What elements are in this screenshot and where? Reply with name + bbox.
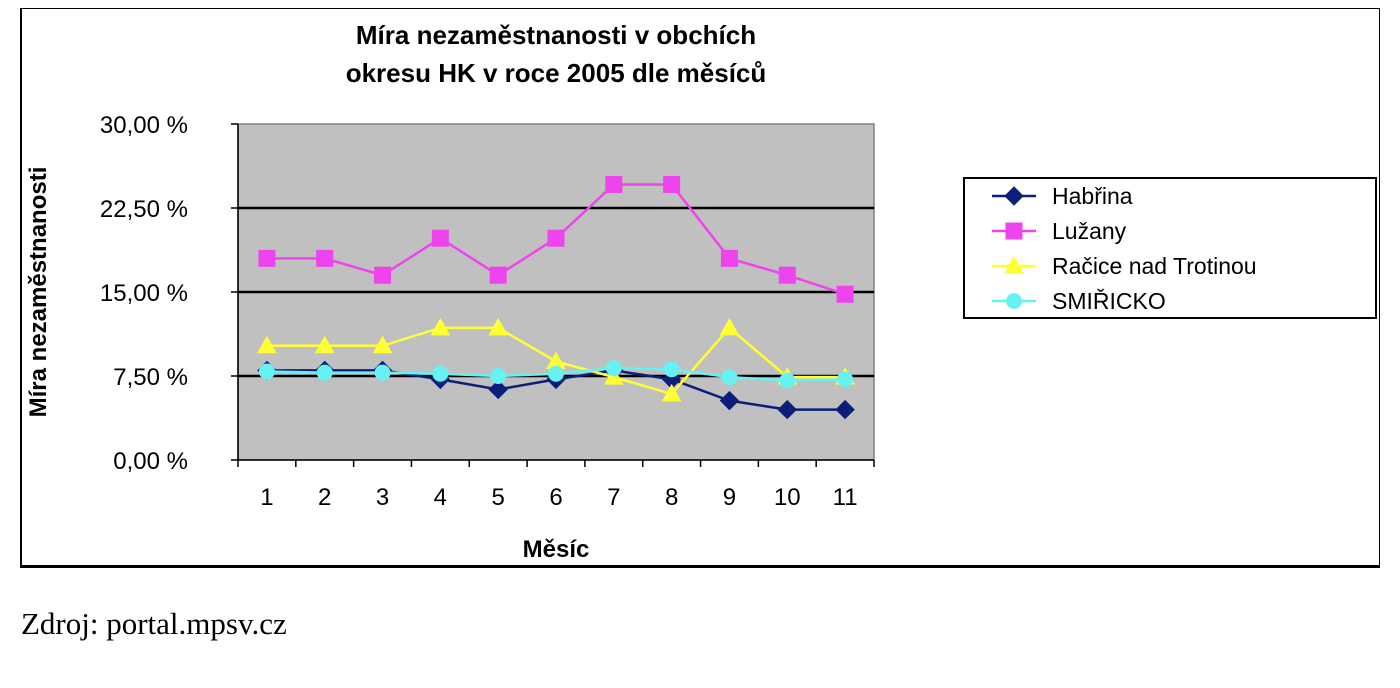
y-tick-label: 7,50 % — [113, 364, 188, 391]
x-tick-label: 1 — [260, 484, 273, 511]
y-tick-label: 30,00 % — [100, 112, 188, 139]
x-tick-label: 6 — [549, 484, 562, 511]
y-tick-labels: 0,00 % 7,50 % 15,00 % 22,50 % 30,00 % — [100, 112, 188, 475]
data-point — [374, 364, 391, 381]
chart-frame — [20, 8, 1380, 568]
data-point — [663, 175, 681, 193]
x-tick-labels: 1 2 3 4 5 6 7 8 9 10 11 — [260, 484, 857, 511]
data-point — [372, 335, 393, 354]
axes — [231, 123, 875, 467]
data-point — [258, 363, 275, 380]
data-point — [488, 317, 509, 336]
data-point — [663, 361, 680, 378]
x-tick-label: 2 — [318, 484, 331, 511]
data-point — [489, 266, 507, 284]
chart-svg: Míra nezaměstnanosti v obchích okresu HK… — [25, 20, 1377, 563]
data-point — [721, 369, 738, 386]
chart-title-line-2: okresu HK v roce 2005 dle měsíců — [346, 58, 767, 88]
data-point — [836, 285, 854, 303]
x-tick-label: 9 — [723, 484, 736, 511]
chart-title-line-1: Míra nezaměstnanosti v obchích — [356, 20, 756, 50]
data-point — [778, 266, 796, 284]
legend-marker — [1004, 186, 1024, 206]
series-layer — [257, 175, 855, 420]
data-point — [661, 383, 682, 402]
x-tick-label: 11 — [833, 484, 858, 511]
series-3 — [258, 360, 854, 389]
legend-box — [963, 177, 1377, 319]
data-point — [430, 317, 451, 336]
data-point — [719, 390, 740, 411]
legend-marker — [1004, 255, 1024, 274]
chart-title: Míra nezaměstnanosti v obchích okresu HK… — [346, 20, 767, 88]
data-point — [316, 364, 333, 381]
x-tick-label: 4 — [434, 484, 447, 511]
data-point — [779, 372, 796, 389]
x-tick-label: 5 — [492, 484, 505, 511]
legend-marker — [1005, 222, 1023, 240]
legend-label: Lužany — [1052, 218, 1127, 244]
data-point — [488, 379, 508, 400]
x-tick-label: 3 — [376, 484, 389, 511]
legend-label: SMIŘICKO — [1052, 288, 1166, 314]
data-point — [316, 249, 334, 267]
x-tick-label: 7 — [607, 484, 620, 511]
data-point — [374, 266, 392, 284]
data-point — [837, 371, 854, 388]
x-tick-label: 8 — [665, 484, 678, 511]
legend-items: Habřina Lužany Račice nad Trotinou SMIŘICKO — [992, 183, 1257, 314]
data-point — [720, 249, 738, 267]
legend: Habřina Lužany Račice nad Trotinou SMIŘICKO — [963, 177, 1377, 319]
legend-label: Račice nad Trotinou — [1052, 253, 1257, 279]
y-axis-title: Míra nezaměstnanosti — [25, 167, 52, 418]
data-point — [257, 335, 277, 354]
y-tick-label: 22,50 % — [100, 196, 188, 223]
data-point — [605, 360, 622, 377]
legend-label: Habřina — [1052, 183, 1133, 209]
x-axis-title: Měsíc — [523, 536, 590, 563]
source-note: Zdroj: portal.mpsv.cz — [21, 606, 287, 641]
data-point — [432, 365, 449, 382]
series-1 — [258, 175, 854, 303]
data-point — [777, 399, 797, 420]
data-point — [835, 399, 855, 420]
data-point — [258, 249, 276, 267]
legend-marker — [1006, 293, 1022, 309]
y-tick-label: 0,00 % — [113, 448, 188, 475]
data-point — [490, 368, 507, 384]
data-point — [548, 365, 564, 382]
x-tick-label: 10 — [774, 484, 801, 511]
y-tick-label: 15,00 % — [100, 280, 188, 307]
data-point — [719, 317, 740, 336]
data-point — [547, 229, 565, 247]
data-point — [605, 175, 623, 193]
data-point — [431, 229, 449, 247]
data-point — [314, 335, 335, 354]
